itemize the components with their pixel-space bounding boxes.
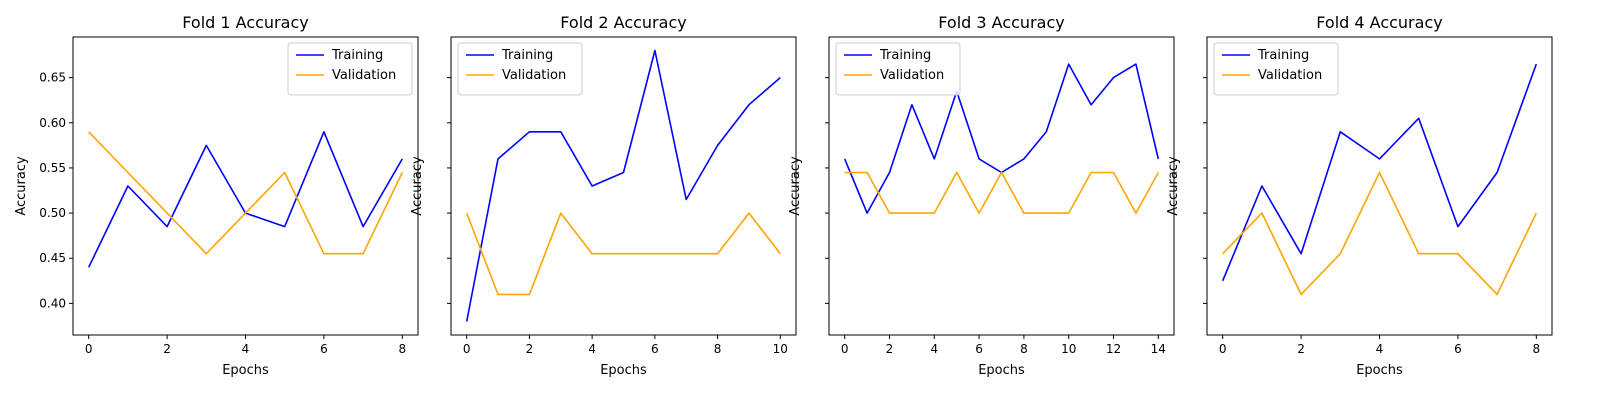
x-tick-label: 0: [841, 342, 849, 356]
x-tick-label: 0: [463, 342, 471, 356]
x-axis-label: Epochs: [978, 363, 1025, 378]
legend-label-validation: Validation: [502, 68, 566, 83]
legend-label-training: Training: [331, 48, 383, 63]
x-tick-label: 8: [1532, 342, 1540, 356]
plot-frame: [828, 36, 1175, 336]
chart-panel-fold-4: Fold 4 Accuracy 0 2 4 6 8 Epochs Accuracy Traini…: [1166, 13, 1553, 378]
x-tick-label: 6: [651, 342, 659, 356]
legend-label-training: Training: [879, 48, 931, 63]
plot-frame: [450, 36, 797, 336]
chart-title: Fold 3 Accuracy: [938, 13, 1064, 32]
legend-label-validation: Validation: [880, 68, 944, 83]
x-axis-label: Epochs: [222, 363, 269, 378]
y-axis-label: Accuracy: [1166, 156, 1181, 216]
x-tick-label: 2: [526, 342, 534, 356]
legend: Training Validation: [835, 42, 961, 96]
y-tick-label: 0.65: [39, 71, 66, 85]
x-tick-label: 6: [1454, 342, 1462, 356]
legend-box: [835, 42, 961, 96]
legend: Training Validation: [287, 42, 413, 96]
legend-box: [287, 42, 413, 96]
x-axis-label: Epochs: [1356, 363, 1403, 378]
x-tick-label: 0: [1219, 342, 1227, 356]
x-tick-label: 4: [588, 342, 596, 356]
y-axis-label: Accuracy: [410, 156, 425, 216]
legend: Training Validation: [1213, 42, 1339, 96]
y-tick-label: 0.55: [39, 161, 66, 175]
x-tick-label: 14: [1151, 342, 1166, 356]
series-line-training: [465, 49, 781, 322]
legend-label-training: Training: [501, 48, 553, 63]
x-tick-label: 10: [1061, 342, 1076, 356]
chart-title: Fold 4 Accuracy: [1316, 13, 1442, 32]
series-line-validation: [465, 212, 781, 296]
y-tick-label: 0.45: [39, 251, 66, 265]
legend-label-validation: Validation: [332, 68, 396, 83]
y-tick-label: 0.40: [39, 296, 66, 310]
x-axis-label: Epochs: [600, 363, 647, 378]
legend: Training Validation: [457, 42, 583, 96]
x-tick-label: 8: [1020, 342, 1028, 356]
chart-panel-fold-1: Fold 1 Accuracy 0 2 4 6 8 0.40 0.45 0.50 0.55 0.60…: [14, 13, 419, 378]
legend-label-validation: Validation: [1258, 68, 1322, 83]
series-line-validation: [88, 131, 404, 255]
series-line-validation: [1222, 171, 1538, 296]
chart-title: Fold 2 Accuracy: [560, 13, 686, 32]
y-axis-label: Accuracy: [14, 156, 29, 216]
legend-label-training: Training: [1257, 48, 1309, 63]
x-tick-label: 6: [975, 342, 983, 356]
x-tick-label: 2: [886, 342, 894, 356]
series-line-training: [1221, 63, 1538, 282]
chart-panel-fold-2: Fold 2 Accuracy 0 2 4 6 8 10 Epochs Accuracy Trai…: [410, 13, 797, 378]
y-tick-label: 0.60: [39, 116, 66, 130]
plot-frame: [72, 36, 419, 336]
x-tick-label: 4: [930, 342, 938, 356]
chart-panel-fold-3: Fold 3 Accuracy 0 2 4 6 8 10 12 14 Epochs Accuracy…: [788, 13, 1175, 378]
x-tick-label: 4: [242, 342, 250, 356]
x-tick-label: 12: [1106, 342, 1121, 356]
series-line-validation: [844, 171, 1160, 214]
chart-title: Fold 1 Accuracy: [182, 13, 308, 32]
legend-box: [1213, 42, 1339, 96]
x-tick-label: 8: [398, 342, 406, 356]
legend-box: [457, 42, 583, 96]
x-tick-label: 6: [320, 342, 328, 356]
x-tick-label: 4: [1376, 342, 1384, 356]
x-tick-label: 2: [163, 342, 171, 356]
x-tick-label: 10: [773, 342, 788, 356]
x-tick-label: 8: [714, 342, 722, 356]
x-tick-label: 0: [85, 342, 93, 356]
y-axis-label: Accuracy: [788, 156, 803, 216]
y-tick-label: 0.50: [39, 206, 66, 220]
x-tick-label: 2: [1297, 342, 1305, 356]
plot-frame: [1206, 36, 1553, 336]
